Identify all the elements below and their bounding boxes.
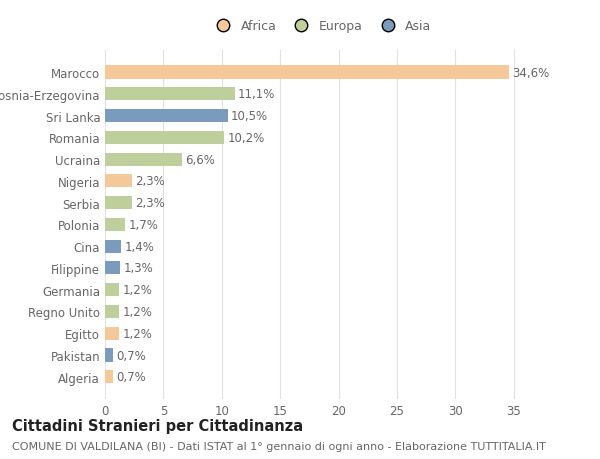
- Bar: [105, 327, 119, 340]
- Text: 1,2%: 1,2%: [122, 327, 152, 340]
- Text: 1,7%: 1,7%: [128, 218, 158, 231]
- Text: 11,1%: 11,1%: [238, 88, 275, 101]
- Text: 0,7%: 0,7%: [116, 349, 146, 362]
- Text: 2,3%: 2,3%: [136, 175, 165, 188]
- Bar: [105, 218, 125, 231]
- Text: 1,3%: 1,3%: [124, 262, 154, 275]
- Bar: [105, 370, 113, 383]
- Bar: [105, 196, 132, 210]
- Text: 34,6%: 34,6%: [512, 67, 550, 79]
- Text: COMUNE DI VALDILANA (BI) - Dati ISTAT al 1° gennaio di ogni anno - Elaborazione : COMUNE DI VALDILANA (BI) - Dati ISTAT al…: [12, 441, 546, 451]
- Bar: [105, 240, 121, 253]
- Bar: [105, 88, 235, 101]
- Text: 1,4%: 1,4%: [125, 240, 155, 253]
- Bar: [105, 349, 113, 362]
- Bar: [105, 67, 509, 79]
- Text: 6,6%: 6,6%: [185, 153, 215, 166]
- Text: 2,3%: 2,3%: [136, 197, 165, 210]
- Text: 0,7%: 0,7%: [116, 370, 146, 383]
- Bar: [105, 175, 132, 188]
- Bar: [105, 132, 224, 145]
- Text: 10,2%: 10,2%: [227, 132, 265, 145]
- Bar: [105, 153, 182, 166]
- Legend: Africa, Europa, Asia: Africa, Europa, Asia: [205, 15, 437, 38]
- Bar: [105, 110, 227, 123]
- Text: 1,2%: 1,2%: [122, 305, 152, 318]
- Text: 10,5%: 10,5%: [231, 110, 268, 123]
- Bar: [105, 305, 119, 318]
- Text: Cittadini Stranieri per Cittadinanza: Cittadini Stranieri per Cittadinanza: [12, 418, 303, 433]
- Bar: [105, 262, 120, 275]
- Bar: [105, 284, 119, 297]
- Text: 1,2%: 1,2%: [122, 284, 152, 297]
